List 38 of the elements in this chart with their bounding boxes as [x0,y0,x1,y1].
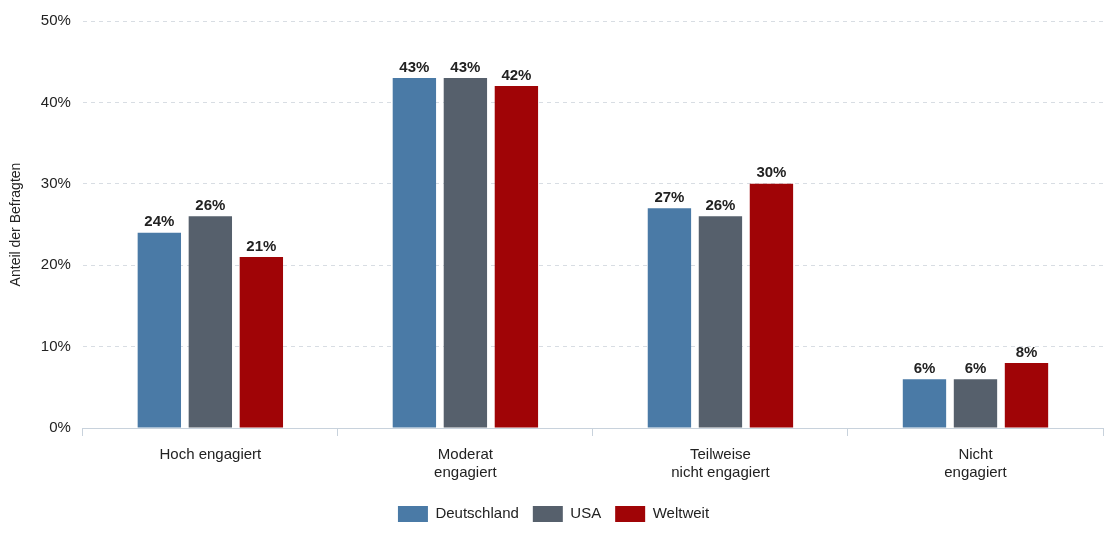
y-tick-label: 10% [40,336,71,354]
data-label: 6% [964,358,987,376]
x-tick-label: Hoch engagiert [159,445,263,463]
legend-label: Weltweit [652,504,710,522]
bar [188,216,233,428]
y-tick-label: 50% [40,11,71,29]
bar [902,379,947,428]
bar [239,257,284,428]
bar [1004,362,1049,428]
legend-label: Deutschland [435,504,519,522]
bar [698,216,743,428]
y-tick-label: 30% [40,173,71,191]
data-label: 26% [195,196,226,213]
bar [443,77,488,428]
y-tick-label: 20% [40,255,71,273]
x-tick-label: Teilweise nicht engagiert [671,445,771,481]
bar [953,379,998,428]
bar [494,86,539,428]
y-axis-title: Anteil der Befragten [7,162,24,287]
data-label: 24% [144,212,175,230]
data-label: 43% [450,57,481,75]
y-tick-label: 40% [40,92,71,110]
bar [392,77,437,428]
x-tick-label: Nicht engagiert [944,445,1008,481]
bar [749,183,794,428]
data-label: 6% [913,358,936,376]
data-label: 30% [756,163,787,181]
bar [647,208,692,428]
data-label: 21% [246,236,277,254]
bar [137,232,182,428]
data-label: 42% [501,65,532,83]
data-label: 43% [399,57,430,75]
legend-label: USA [570,504,602,522]
data-label: 27% [654,187,685,205]
data-label: 8% [1015,342,1038,360]
x-tick-label: Moderat engagiert [434,445,498,481]
y-tick-label: 0% [49,418,71,436]
data-label: 26% [705,196,736,213]
